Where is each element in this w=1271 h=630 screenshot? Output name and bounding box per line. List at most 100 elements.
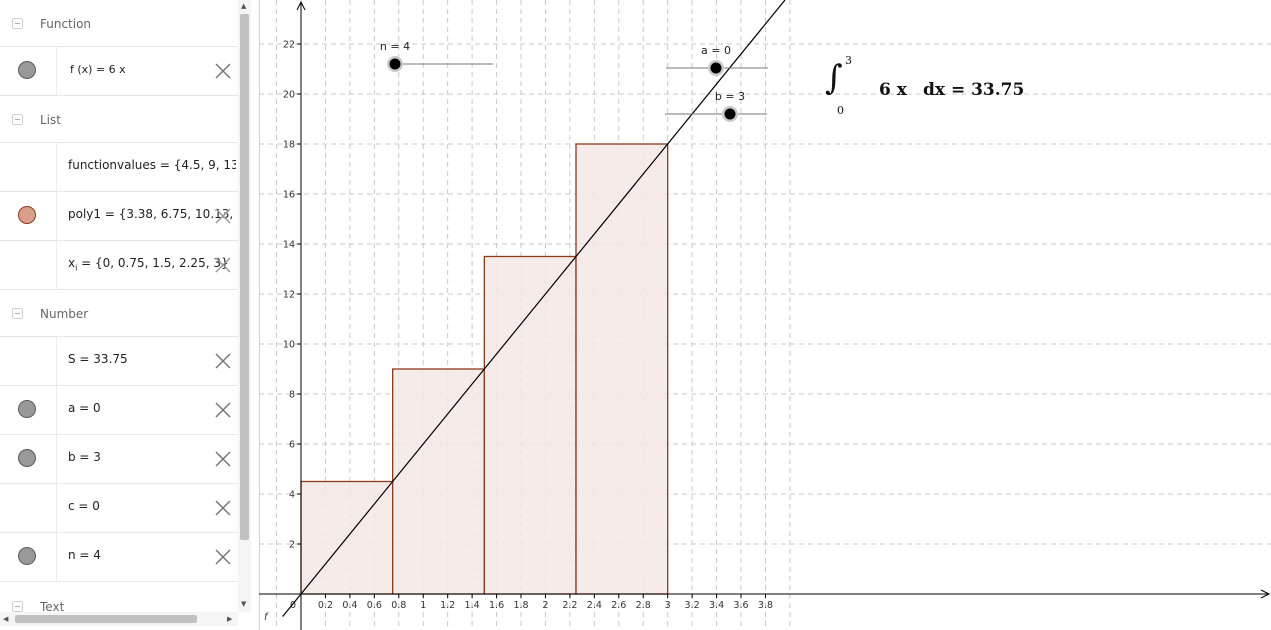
item-text-xi[interactable]: xi = {0, 0.75, 1.5, 2.25, 3} [68, 256, 236, 272]
algebra-item-c[interactable]: c = 0 [0, 483, 238, 532]
xi-subscript: i [75, 263, 78, 273]
slider-a-knob[interactable] [710, 62, 722, 74]
slider-n[interactable]: n = 4 [380, 40, 493, 72]
visibility-marble-icon[interactable] [18, 449, 36, 467]
riemann-rectangle[interactable] [575, 143, 669, 595]
x-tick-label: 2.6 [611, 600, 626, 611]
marble-cell [0, 435, 57, 483]
delete-icon[interactable] [214, 401, 232, 419]
collapse-list-icon[interactable] [12, 114, 23, 125]
function-graph [282, 0, 786, 617]
marble-cell [0, 143, 57, 191]
x-tick-label: 0.6 [367, 600, 382, 611]
slider-b[interactable]: b = 3 [665, 90, 767, 122]
collapse-number-icon[interactable] [12, 308, 23, 319]
algebra-list: Function f (x) = 6 x List functionvalues… [0, 0, 238, 628]
y-tick-label: 6 [289, 440, 295, 451]
delete-icon[interactable] [214, 256, 232, 274]
x-tick-label: 1.4 [465, 600, 480, 611]
y-axis-arrow-icon [296, 0, 306, 11]
collapse-function-icon[interactable] [12, 18, 23, 29]
slider-b-label: b = 3 [715, 90, 745, 103]
horizontal-scrollbar[interactable]: ◀ ▶ [0, 612, 238, 626]
vertical-scrollbar[interactable]: ▲ ▼ [238, 0, 251, 612]
item-text-functionvalues[interactable]: functionvalues = {4.5, 9, 13.5 [68, 158, 236, 172]
y-tick-label: 10 [283, 340, 295, 351]
group-title-number: Number [40, 307, 89, 321]
group-header-number[interactable]: Number [0, 289, 238, 336]
visibility-marble-icon[interactable] [18, 206, 36, 224]
horizontal-scroll-thumb[interactable] [15, 615, 197, 623]
riemann-rectangle[interactable] [392, 368, 485, 595]
y-tick-label: 4 [289, 490, 295, 501]
marble-cell [0, 386, 57, 434]
slider-a[interactable]: a = 0 [666, 44, 768, 76]
item-text-f[interactable]: f (x) = 6 x [70, 63, 126, 76]
algebra-item-S[interactable]: S = 33.75 [0, 336, 238, 385]
group-title-list: List [40, 113, 61, 127]
vertical-scroll-thumb[interactable] [240, 14, 249, 540]
algebra-item-poly1[interactable]: poly1 = {3.38, 6.75, 10.13, 1 [0, 191, 238, 240]
y-tick-label: 14 [283, 240, 295, 251]
algebra-item-f[interactable]: f (x) = 6 x [0, 46, 238, 95]
item-text-S[interactable]: S = 33.75 [68, 352, 128, 366]
y-tick-label: 18 [283, 140, 295, 151]
x-tick-label: 2 [542, 600, 548, 611]
origin-label: 0 [290, 600, 296, 611]
scroll-down-icon[interactable]: ▼ [241, 600, 247, 608]
y-tick-label: 16 [283, 190, 295, 201]
item-text-a[interactable]: a = 0 [68, 401, 101, 415]
xi-symbol: x [68, 256, 76, 270]
tick-labels: 0.2 0.4 0.6 0.8 1 1.2 1.4 1.6 1.8 2 2.2 2.4 2.6 2.8 3 3… [264, 40, 773, 624]
riemann-rectangle[interactable] [483, 255, 577, 595]
x-tick-label: 3.6 [733, 600, 748, 611]
delete-icon[interactable] [214, 548, 232, 566]
y-tick-label: 22 [283, 40, 295, 51]
group-title-function: Function [40, 17, 92, 31]
algebra-item-n[interactable]: n = 4 [0, 532, 238, 581]
delete-icon[interactable] [214, 352, 232, 370]
item-text-n[interactable]: n = 4 [68, 548, 101, 562]
algebra-item-a[interactable]: a = 0 [0, 385, 238, 434]
x-tick-label: 0.2 [318, 600, 333, 611]
item-text-poly1[interactable]: poly1 = {3.38, 6.75, 10.13, 1 [68, 207, 236, 221]
function-label: f [264, 612, 269, 623]
x-tick-label: 3.8 [758, 600, 773, 611]
visibility-marble-icon[interactable] [18, 400, 36, 418]
collapse-text-icon[interactable] [12, 601, 23, 612]
graph-canvas[interactable]: 0.2 0.4 0.6 0.8 1 1.2 1.4 1.6 1.8 2 2.2 2.4 2.6 2.8 3 3… [259, 0, 1271, 630]
marble-cell [0, 192, 57, 240]
item-text-b[interactable]: b = 3 [68, 450, 101, 464]
sliders: n = 4 a = 0 b = 3 [380, 40, 768, 122]
delete-icon[interactable] [214, 450, 232, 468]
group-header-function[interactable]: Function [0, 0, 238, 46]
function-line-f [282, 0, 786, 617]
group-title-text: Text [40, 600, 65, 614]
slider-n-label: n = 4 [380, 40, 410, 53]
scroll-right-icon[interactable]: ▶ [227, 615, 233, 623]
x-tick-label: 3.2 [685, 600, 700, 611]
y-tick-label: 20 [283, 90, 295, 101]
algebra-view: Function f (x) = 6 x List functionvalues… [0, 0, 260, 630]
visibility-marble-icon[interactable] [18, 547, 36, 565]
slider-n-knob[interactable] [389, 58, 401, 70]
group-header-list[interactable]: List [0, 95, 238, 142]
item-text-c[interactable]: c = 0 [68, 499, 100, 513]
slider-b-knob[interactable] [724, 108, 736, 120]
delete-icon[interactable] [214, 207, 232, 225]
x-tick-label: 1 [420, 600, 426, 611]
integrand: 6 x [879, 80, 907, 100]
integral-result: dx = 33.75 [923, 80, 1025, 100]
graphics-view[interactable]: 0.2 0.4 0.6 0.8 1 1.2 1.4 1.6 1.8 2 2.2 2.4 2.6 2.8 3 3… [259, 0, 1271, 630]
delete-icon[interactable] [214, 62, 232, 80]
scroll-up-icon[interactable]: ▲ [241, 2, 247, 10]
marble-cell [0, 47, 57, 95]
algebra-item-functionvalues[interactable]: functionvalues = {4.5, 9, 13.5 [0, 142, 238, 191]
integral-lower-limit: 0 [837, 104, 844, 117]
delete-icon[interactable] [214, 499, 232, 517]
integral-sign: ∫ [825, 58, 843, 98]
algebra-item-xi[interactable]: xi = {0, 0.75, 1.5, 2.25, 3} [0, 240, 238, 289]
scroll-left-icon[interactable]: ◀ [3, 615, 9, 623]
visibility-marble-icon[interactable] [18, 61, 36, 79]
algebra-item-b[interactable]: b = 3 [0, 434, 238, 483]
